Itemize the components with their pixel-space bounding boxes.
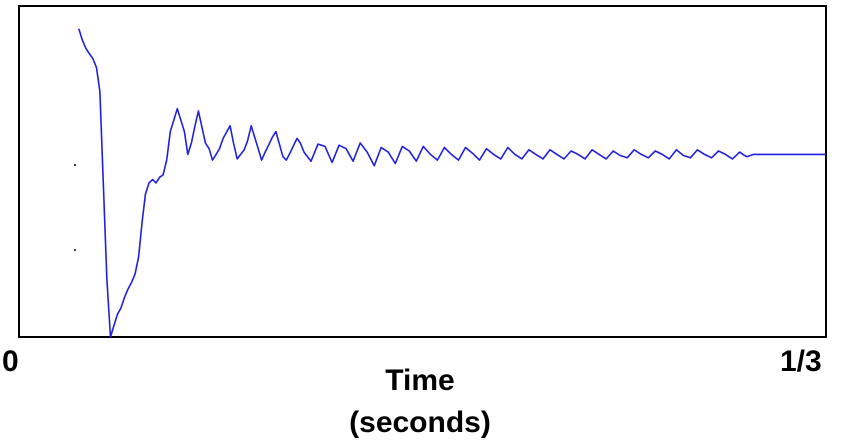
series-line-0 — [78, 28, 826, 338]
x-tick-label-end: 1/3 — [780, 345, 822, 378]
series-group — [78, 28, 826, 338]
y-tick-mark — [74, 249, 76, 251]
x-axis-unit: (seconds) — [349, 406, 491, 439]
plot-frame — [18, 5, 827, 338]
y-tick-mark — [74, 164, 76, 166]
x-tick-label-start: 0 — [2, 345, 19, 378]
x-axis-title: Time — [385, 364, 455, 397]
